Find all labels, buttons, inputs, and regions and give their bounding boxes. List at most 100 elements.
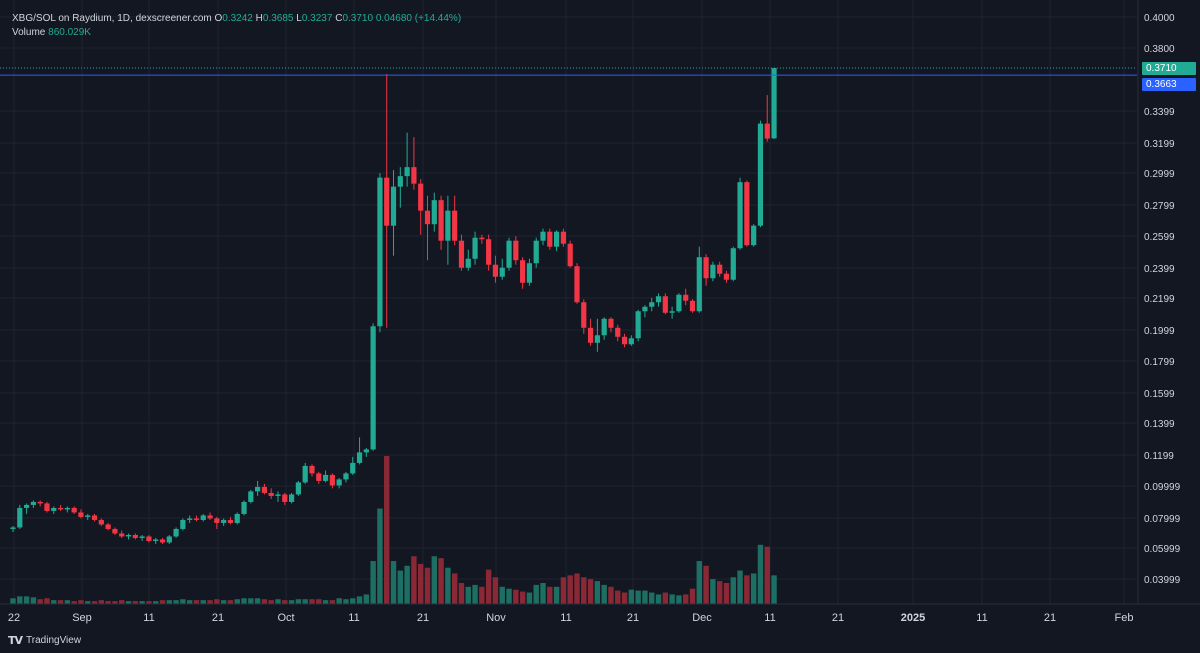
volume-bar <box>71 601 77 604</box>
candle-body <box>125 534 132 537</box>
change-value: 0.04680 (+14.44%) <box>375 13 462 24</box>
candle-body <box>275 494 281 496</box>
candle-body <box>336 479 342 486</box>
volume-bar <box>628 589 635 604</box>
volume-bar <box>220 600 227 604</box>
candle-body <box>615 327 621 337</box>
candle-body <box>608 318 614 328</box>
volume-bar <box>404 565 410 604</box>
candle-body <box>132 534 138 538</box>
candle-body <box>492 264 499 277</box>
x-tick-label: 21 <box>212 612 224 624</box>
volume-bar <box>227 600 234 604</box>
volume-bar <box>696 561 702 604</box>
candle-body <box>159 539 166 543</box>
volume-bar <box>757 544 764 604</box>
candle-body <box>180 519 186 529</box>
volume-bar <box>499 586 505 604</box>
volume-value: 860.029K <box>48 27 91 38</box>
x-tick-label: Oct <box>277 612 294 624</box>
x-tick-label: Nov <box>486 612 506 624</box>
candle-body <box>85 515 91 517</box>
y-tick-label: 0.07999 <box>1144 514 1181 525</box>
volume-bar <box>492 577 499 604</box>
candle-body <box>98 519 104 525</box>
candle-body <box>560 231 566 244</box>
candle-body <box>221 519 227 523</box>
candle-body <box>567 243 573 267</box>
y-tick-label: 0.09999 <box>1144 482 1181 493</box>
candle-body <box>669 311 675 313</box>
candle-body <box>587 327 594 343</box>
volume-bar <box>533 584 539 604</box>
volume-bar <box>329 600 336 604</box>
candle-body <box>390 186 397 226</box>
volume-bar <box>472 584 478 604</box>
volume-bar <box>159 600 166 604</box>
y-tick-label: 0.03999 <box>1144 575 1181 586</box>
candle-body <box>506 240 512 268</box>
tradingview-branding[interactable]: TV TradingView <box>8 634 81 647</box>
candle-body <box>105 524 111 529</box>
candle-body <box>51 507 57 511</box>
x-tick-label: Dec <box>692 612 712 624</box>
volume-bar <box>655 594 662 604</box>
x-tick-label: 21 <box>627 612 639 624</box>
candle-body <box>268 492 274 496</box>
volume-bar <box>282 600 288 604</box>
volume-bar <box>744 575 750 604</box>
volume-bar <box>180 599 186 604</box>
volume-bar <box>506 588 512 604</box>
volume-bar <box>485 569 492 604</box>
candle-body <box>472 237 478 259</box>
candle-body <box>227 519 234 523</box>
y-tick-label: 0.2799 <box>1144 201 1175 212</box>
volume-bar <box>377 508 383 604</box>
volume-bar <box>295 599 302 604</box>
y-tick-label: 0.3199 <box>1144 139 1175 150</box>
y-tick-label: 0.4000 <box>1144 13 1175 24</box>
volume-bar <box>418 563 424 604</box>
volume-bar <box>234 599 240 604</box>
candle-body <box>112 528 118 534</box>
volume-bar <box>621 592 628 604</box>
y-tick-label: 0.1199 <box>1144 451 1174 462</box>
candle-body <box>187 518 193 520</box>
candle-body <box>703 257 709 279</box>
volume-bar <box>458 582 465 604</box>
time-axis: 22 Sep 11 21 Oct 11 21 Nov 11 21 Dec 11 21 2025 11 21 Fe… <box>0 603 1200 624</box>
volume-bar <box>764 546 770 604</box>
candle-body <box>683 294 689 301</box>
candle-body <box>64 507 70 510</box>
candle-body <box>71 507 77 513</box>
volume-bar <box>710 579 716 604</box>
volume-bar <box>390 561 397 604</box>
x-tick-label: Sep <box>72 612 92 624</box>
x-tick-label: 21 <box>832 612 844 624</box>
candle-body <box>431 200 437 225</box>
candle-body <box>737 182 743 249</box>
candle-body <box>526 263 533 283</box>
volume-bar <box>750 573 757 604</box>
volume-bar <box>261 599 268 604</box>
volume-bar <box>254 598 261 604</box>
volume-bar <box>186 600 193 604</box>
candle-body <box>554 231 560 247</box>
volume-bar <box>146 601 152 604</box>
volume-bar <box>676 595 682 604</box>
x-tick-label: 11 <box>143 612 154 624</box>
candle-body <box>438 200 444 241</box>
candle-body <box>91 515 98 520</box>
volume-bar <box>37 599 43 604</box>
candle-body <box>635 311 641 339</box>
x-tick-label: 11 <box>560 612 571 624</box>
candle-body <box>234 513 240 523</box>
candle-body <box>533 240 539 264</box>
candle-body <box>193 518 200 520</box>
candle-body <box>662 296 668 313</box>
candle-body <box>78 512 84 517</box>
volume-bar <box>268 600 274 604</box>
volume-bar <box>248 598 254 604</box>
volume-bar <box>594 581 601 604</box>
